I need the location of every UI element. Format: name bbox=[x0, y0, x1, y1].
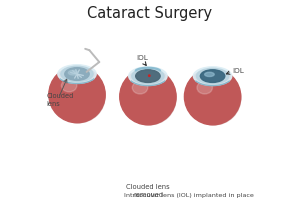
Ellipse shape bbox=[132, 81, 148, 94]
Text: Clouded
lens: Clouded lens bbox=[46, 93, 74, 107]
Ellipse shape bbox=[52, 69, 105, 123]
Ellipse shape bbox=[65, 68, 89, 80]
Ellipse shape bbox=[132, 68, 164, 84]
Ellipse shape bbox=[49, 66, 105, 123]
Ellipse shape bbox=[205, 72, 214, 76]
Circle shape bbox=[148, 75, 150, 76]
Ellipse shape bbox=[200, 70, 225, 83]
Ellipse shape bbox=[120, 68, 176, 125]
Ellipse shape bbox=[123, 71, 176, 125]
Text: Intraocular lens (IOL) implanted in place: Intraocular lens (IOL) implanted in plac… bbox=[124, 193, 254, 198]
Ellipse shape bbox=[68, 70, 78, 75]
Ellipse shape bbox=[136, 70, 160, 83]
Ellipse shape bbox=[61, 66, 93, 82]
Text: Cataract Surgery: Cataract Surgery bbox=[87, 6, 213, 21]
Ellipse shape bbox=[61, 79, 77, 92]
Ellipse shape bbox=[196, 68, 229, 84]
Text: IOL: IOL bbox=[136, 55, 148, 61]
Ellipse shape bbox=[194, 67, 232, 85]
Ellipse shape bbox=[197, 81, 212, 94]
Text: IOL: IOL bbox=[233, 68, 244, 74]
Ellipse shape bbox=[129, 67, 167, 85]
Ellipse shape bbox=[58, 65, 96, 83]
Ellipse shape bbox=[184, 68, 241, 125]
Text: Clouded lens
removed: Clouded lens removed bbox=[126, 184, 170, 198]
Ellipse shape bbox=[187, 71, 241, 125]
